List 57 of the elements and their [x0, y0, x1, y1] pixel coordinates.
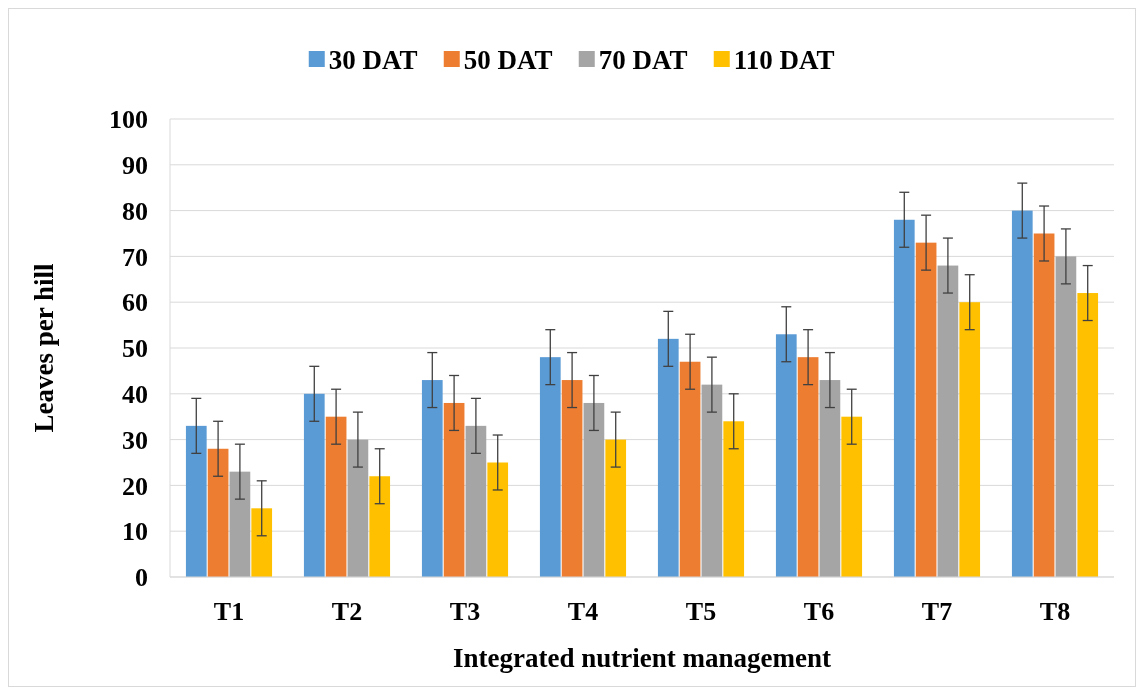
- bar: [443, 402, 465, 577]
- legend-label: 50 DAT: [463, 45, 553, 76]
- bar: [605, 439, 627, 577]
- y-tick-label: 30: [122, 425, 148, 455]
- x-tick-label: T6: [803, 597, 835, 626]
- bar: [251, 508, 273, 577]
- bar: [797, 357, 819, 577]
- x-tick-label: T8: [1039, 597, 1071, 626]
- bar: [465, 425, 487, 577]
- bar: [325, 416, 347, 577]
- bar: [539, 357, 561, 577]
- legend-label: 110 DAT: [733, 45, 835, 76]
- bar: [723, 421, 745, 577]
- bar: [819, 380, 841, 577]
- bar: [583, 402, 605, 577]
- bar: [657, 338, 679, 577]
- bar: [185, 425, 207, 577]
- bar: [303, 393, 325, 577]
- x-tick-label: T5: [685, 597, 717, 626]
- bar: [1077, 293, 1099, 577]
- legend-label: 30 DAT: [328, 45, 418, 76]
- y-tick-label: 60: [122, 288, 148, 318]
- bar: [893, 219, 915, 577]
- y-tick-label: 20: [122, 471, 148, 501]
- y-tick-label: 10: [122, 517, 148, 547]
- bar: [679, 361, 701, 577]
- y-tick-label: 50: [122, 334, 148, 364]
- x-tick-label: T4: [567, 597, 599, 626]
- bar: [937, 265, 959, 577]
- bar: [1055, 256, 1077, 577]
- bar: [701, 384, 723, 577]
- y-tick-label: 90: [122, 150, 148, 180]
- bar: [1033, 233, 1055, 577]
- y-tick-label: 80: [122, 196, 148, 226]
- bar: [421, 380, 443, 577]
- x-tick-label: T7: [921, 597, 953, 626]
- bar: [207, 448, 229, 577]
- x-tick-label: T2: [331, 597, 363, 626]
- bar: [487, 462, 509, 577]
- y-tick-label: 0: [135, 563, 148, 593]
- x-axis-title: Integrated nutrient management: [453, 643, 831, 673]
- bar: [369, 476, 391, 577]
- bar: [347, 439, 369, 577]
- y-tick-label: 40: [122, 379, 148, 409]
- legend-label: 70 DAT: [598, 45, 688, 76]
- bar: [561, 380, 583, 577]
- bar: [1011, 210, 1033, 577]
- y-tick-label: 70: [122, 242, 148, 272]
- bar: [959, 302, 981, 577]
- bar: [229, 471, 251, 577]
- x-tick-label: T3: [449, 597, 481, 626]
- bar: [775, 334, 797, 577]
- y-axis-title: Leaves per hill: [29, 263, 59, 433]
- bar: [841, 416, 863, 577]
- y-tick-label: 100: [109, 105, 148, 135]
- x-tick-label: T1: [213, 597, 245, 626]
- bar: [915, 242, 937, 577]
